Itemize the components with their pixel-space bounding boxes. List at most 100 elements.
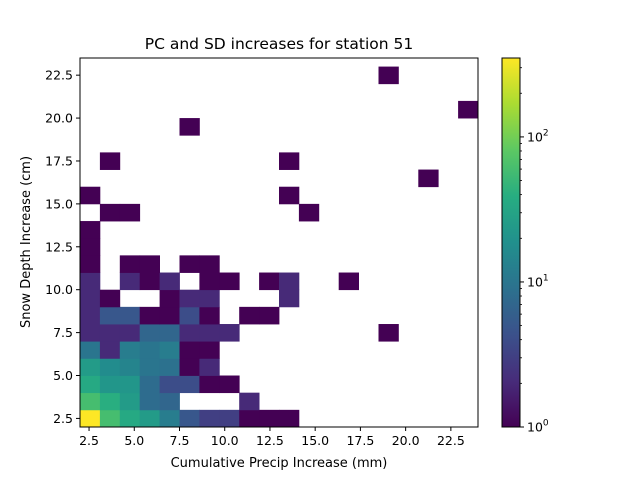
heatmap-cell (139, 375, 160, 394)
heatmap-cell (119, 272, 141, 291)
heatmap-cell (199, 272, 220, 291)
heatmap-cell (159, 358, 180, 376)
heatmap-cell (99, 306, 121, 325)
heatmap-cell (259, 409, 280, 428)
heatmap-cell (99, 375, 121, 394)
y-tick-label: 5.0 (53, 368, 73, 383)
heatmap-cell (199, 324, 220, 342)
heatmap-cell (159, 409, 180, 428)
heatmap-cell (159, 324, 180, 342)
heatmap-cell (119, 341, 141, 359)
y-tick-label: 17.5 (45, 153, 73, 168)
heatmap-cell (139, 341, 160, 359)
heatmap-cell (80, 238, 101, 256)
heatmap-cell (458, 100, 479, 119)
heatmap-cell (418, 169, 439, 188)
heatmap-cell (279, 152, 300, 170)
heatmap-cell (179, 255, 200, 273)
heatmap-cell (139, 272, 160, 291)
heatmap-cell (179, 289, 200, 308)
heatmap-cell (119, 392, 141, 411)
heatmap-cell (80, 255, 101, 273)
x-tick-label: 5.0 (124, 433, 144, 448)
heatmap-cell (199, 409, 220, 428)
heatmap-cell (139, 358, 160, 376)
y-axis-label: Snow Depth Increase (cm) (19, 156, 34, 328)
heatmap-cell (80, 306, 101, 325)
heatmap-cell (99, 152, 121, 170)
heatmap-cell (179, 324, 200, 342)
heatmap-cell (99, 203, 121, 222)
heatmap-cell (119, 409, 141, 428)
x-axis: 2.5 5.0 7.5 10.0 12.5 15.0 17.5 20.0 22.5 (79, 427, 465, 448)
heatmap-cell (199, 358, 220, 376)
heatmap-cell (99, 324, 121, 342)
heatmap-cell (259, 272, 280, 291)
heatmap-cell (279, 186, 300, 205)
x-tick-label: 7.5 (170, 433, 190, 448)
heatmap-cell (99, 392, 121, 411)
heatmap-cell (80, 289, 101, 308)
heatmap-cell (119, 324, 141, 342)
heatmap-cell (219, 409, 240, 428)
heatmap-cell (139, 409, 160, 428)
heatmap-cell (219, 375, 240, 394)
heatmap-cell (159, 306, 180, 325)
heatmap-cell (80, 409, 101, 428)
heatmap-cell (179, 375, 200, 394)
y-tick-label: 2.5 (53, 411, 73, 426)
heatmap-cell (139, 324, 160, 342)
heatmap-cell (159, 392, 180, 411)
heatmap-cell (159, 272, 180, 291)
heatmap-cell (159, 375, 180, 394)
heatmap-cell (80, 272, 101, 291)
heatmap-cell (119, 375, 141, 394)
heatmap-cell (80, 375, 101, 394)
heatmap-cell (80, 221, 101, 239)
heatmap-cell (279, 289, 300, 308)
x-tick-label: 17.5 (346, 433, 374, 448)
heatmap-cell (179, 118, 200, 136)
heatmap-cell (179, 306, 200, 325)
x-axis-label: Cumulative Precip Increase (mm) (171, 456, 388, 471)
y-tick-label: 10.0 (45, 282, 73, 297)
plot-frame (79, 57, 479, 428)
y-axis: 2.5 5.0 7.5 10.0 12.5 15.0 17.5 20.0 22.5 (45, 68, 80, 426)
heatmap-cell (199, 375, 220, 394)
heatmap-cell (239, 306, 260, 325)
heatmap-cell (219, 324, 240, 342)
heatmap-cell (219, 272, 240, 291)
heatmap-cell (99, 341, 121, 359)
x-tick-label: 20.0 (392, 433, 420, 448)
x-tick-label: 12.5 (256, 433, 284, 448)
heatmap-cell (179, 341, 200, 359)
colorbar (502, 58, 520, 427)
heatmap-cell (80, 186, 101, 205)
heatmap-cell (119, 306, 141, 325)
heatmap-cell (378, 324, 399, 342)
heatmap-cell (159, 341, 180, 359)
heatmap-cell (99, 289, 121, 308)
plot-area (80, 66, 479, 428)
x-tick-label: 10.0 (211, 433, 239, 448)
heatmap-cell (298, 203, 320, 222)
heatmap-cell (80, 392, 101, 411)
heatmap-cell (139, 392, 160, 411)
colorbar-frame (501, 57, 521, 428)
heatmap-cell (159, 289, 180, 308)
x-tick-label: 22.5 (437, 433, 465, 448)
heatmap-cell (239, 392, 260, 411)
heatmap-cell (119, 255, 141, 273)
heatmap-cell (80, 341, 101, 359)
heatmap-cell (199, 255, 220, 273)
heatmap-cell (99, 358, 121, 376)
heatmap-cell (139, 306, 160, 325)
heatmap-cell (239, 409, 260, 428)
heatmap-cell (119, 203, 141, 222)
y-tick-label: 20.0 (45, 111, 73, 126)
heatmap-cell (139, 255, 160, 273)
x-tick-label: 2.5 (79, 433, 99, 448)
y-tick-label: 22.5 (45, 68, 73, 83)
heatmap-cell (80, 324, 101, 342)
